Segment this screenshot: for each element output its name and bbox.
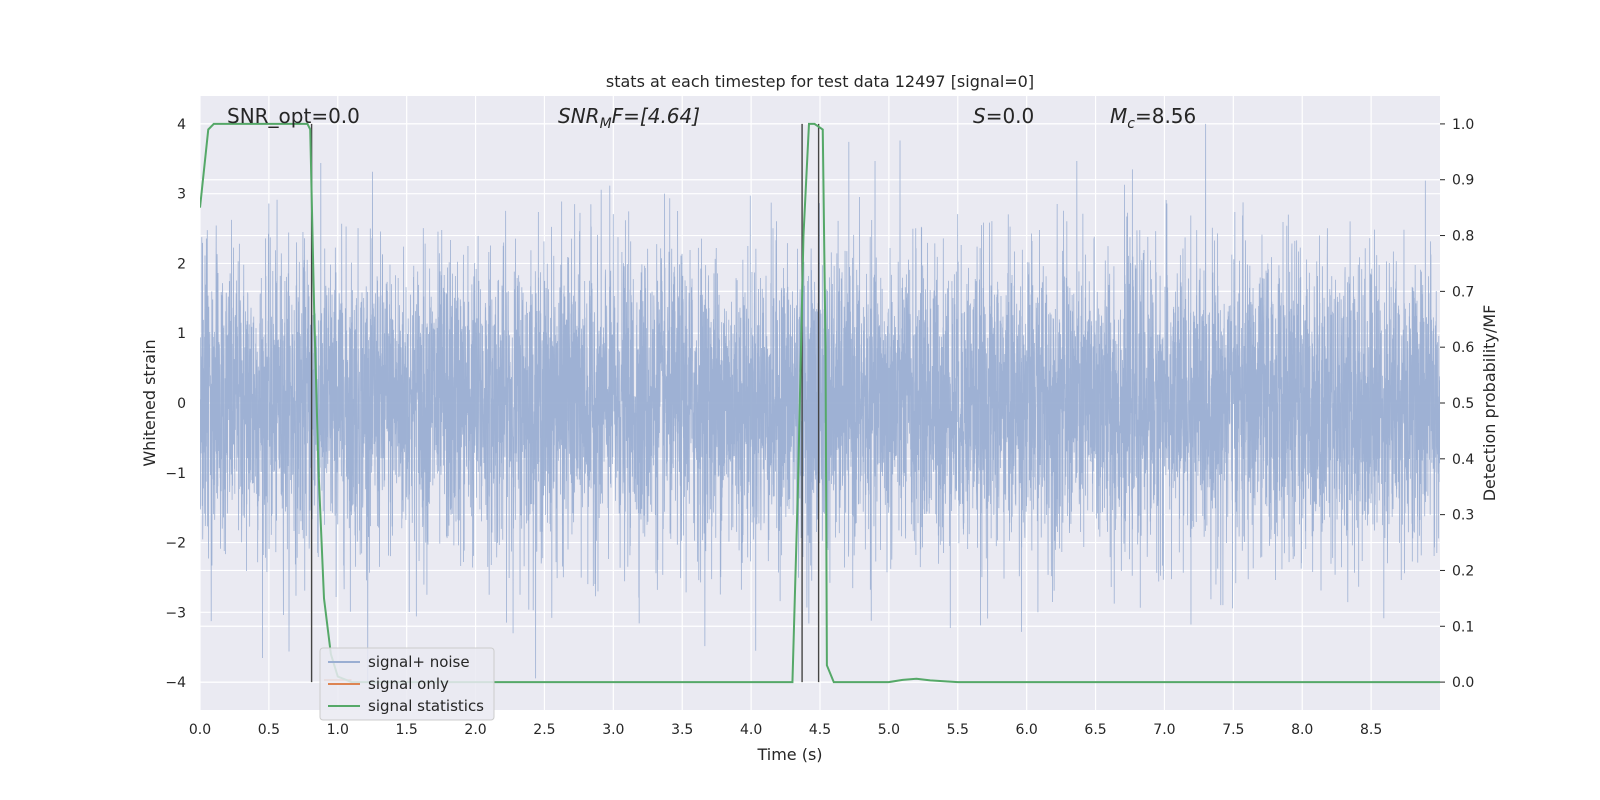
y2-tick-label: 0.3 — [1452, 508, 1474, 524]
y2-tick-label: 0.9 — [1452, 173, 1474, 189]
x-tick-label: 8.0 — [1291, 722, 1313, 738]
y2-tick-label: 0.7 — [1452, 284, 1474, 300]
signal-noise-series — [200, 123, 1440, 683]
x-tick-label: 5.0 — [878, 722, 900, 738]
y-tick-label: −2 — [165, 536, 186, 552]
x-tick-label: 8.5 — [1360, 722, 1382, 738]
x-tick-label: 1.0 — [327, 722, 349, 738]
y2-tick-label: 0.8 — [1452, 229, 1474, 245]
x-tick-label: 3.5 — [671, 722, 693, 738]
y-tick-label: −3 — [165, 605, 186, 621]
signal-noise-line — [200, 123, 1440, 683]
x-tick-label: 3.0 — [602, 722, 624, 738]
y-tick-label: −1 — [165, 466, 186, 482]
y-tick-label: 3 — [177, 187, 186, 203]
x-tick-label: 0.5 — [258, 722, 280, 738]
y-tick-label: 4 — [177, 117, 186, 133]
x-tick-label: 7.5 — [1222, 722, 1244, 738]
y2-tick-label: 1.0 — [1452, 117, 1474, 133]
y-tick-label: 2 — [177, 256, 186, 272]
legend: signal+ noise signal only signal statist… — [319, 647, 495, 721]
annotation-snr-mf: SNRMF=[4.64] — [558, 104, 700, 132]
y2-tick-label: 0.2 — [1452, 563, 1474, 579]
legend-label-signal-statistics: signal statistics — [368, 697, 484, 715]
annotation-mc: Mc=8.56 — [1110, 104, 1196, 132]
y2-tick-label: 0.0 — [1452, 675, 1474, 691]
legend-label-signal-only: signal only — [368, 675, 449, 693]
legend-box — [319, 647, 495, 721]
x-tick-label: 1.5 — [396, 722, 418, 738]
annotation-snr-opt: SNR_opt=0.0 — [227, 104, 360, 128]
x-tick-label: 0.0 — [189, 722, 211, 738]
x-tick-label: 2.5 — [533, 722, 555, 738]
tick-labels: 0.0 0.5 1.0 1.5 2.0 2.5 3.0 3.5 4.0 4.5 5.0 5.5 6.0 6… — [165, 117, 1474, 738]
y2-tick-label: 0.4 — [1452, 452, 1474, 468]
x-tick-label: 6.5 — [1084, 722, 1106, 738]
signal-statistics-line — [200, 122, 1440, 684]
annotation-s: S=0.0 — [973, 104, 1034, 128]
x-axis-label: Time (s) — [756, 745, 822, 764]
y2-axis-label: Detection probability/MF — [1480, 305, 1499, 502]
y-axis-label: Whitened strain — [140, 339, 159, 466]
x-tick-label: 7.0 — [1153, 722, 1175, 738]
legend-label-signal-noise: signal+ noise — [368, 653, 470, 671]
y2-tick-label: 0.5 — [1452, 396, 1474, 412]
y2-tick-label: 0.1 — [1452, 619, 1474, 635]
y-tick-label: 0 — [177, 396, 186, 412]
y-tick-label: −4 — [165, 675, 186, 691]
y-tick-label: 1 — [177, 326, 186, 342]
x-tick-label: 4.0 — [740, 722, 762, 738]
chart-title: stats at each timestep for test data 124… — [606, 72, 1034, 91]
x-tick-label: 5.5 — [947, 722, 969, 738]
x-tick-label: 2.0 — [464, 722, 486, 738]
x-tick-label: 6.0 — [1016, 722, 1038, 738]
x-tick-label: 4.5 — [809, 722, 831, 738]
y2-tick-label: 0.6 — [1452, 340, 1474, 356]
